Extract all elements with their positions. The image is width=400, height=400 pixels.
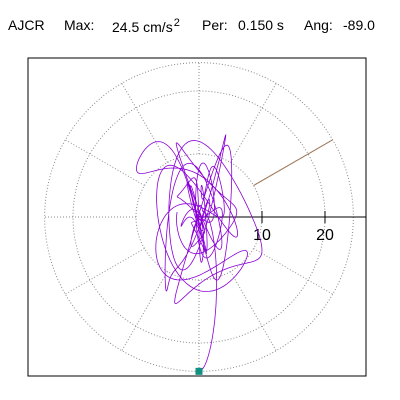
max-label: Max: — [64, 17, 95, 33]
grid-spoke — [121, 271, 168, 351]
ang-value: -89.0 — [343, 17, 375, 33]
x-axis-tick-label: 20 — [316, 227, 334, 244]
end-marker — [195, 367, 203, 375]
grid-spoke — [65, 248, 145, 295]
motion-trace — [135, 134, 263, 372]
motion-trace-layer — [135, 134, 263, 372]
ang-label: Ang: — [304, 17, 333, 33]
grid-spoke — [65, 139, 145, 186]
station-code: AJCR — [8, 17, 45, 33]
per-value: 0.150 s — [238, 17, 284, 33]
grid-spoke — [230, 271, 277, 351]
x-axis-tick-label: 10 — [253, 227, 271, 244]
max-unit-exponent: 2 — [173, 17, 180, 29]
grid-spoke — [230, 83, 277, 163]
chart-header: AJCR Max: 24.5 cm/s2 Per: 0.150 s Ang: -… — [0, 0, 400, 40]
end-marker-layer — [195, 367, 203, 375]
grid-spoke — [121, 83, 168, 163]
grid-spoke — [253, 248, 333, 295]
per-label: Per: — [202, 17, 228, 33]
max-value: 24.5 cm/s2 — [112, 17, 180, 35]
polar-axis: 10 20 — [199, 211, 366, 244]
max-value-text: 24.5 cm/s — [112, 19, 173, 35]
direction-line — [253, 139, 333, 186]
